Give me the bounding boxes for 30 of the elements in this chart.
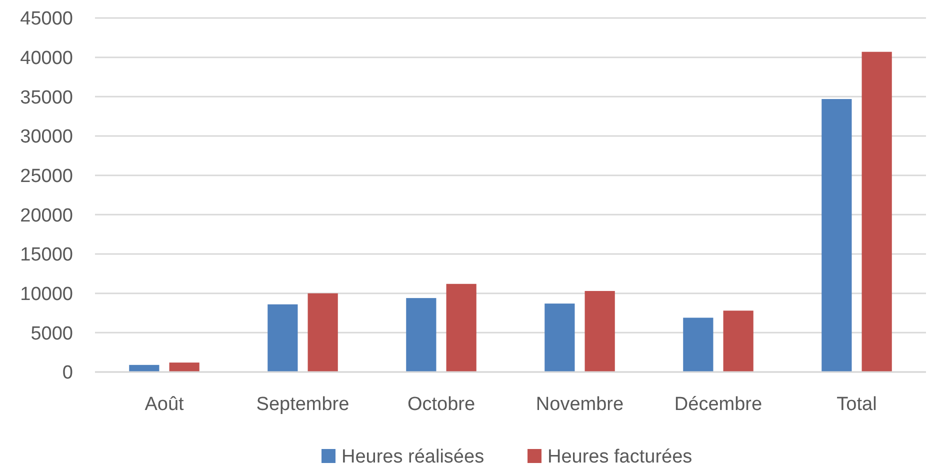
y-tick-label: 5000 [30,323,73,344]
x-tick-label: Décembre [674,394,762,415]
x-tick-label: Total [836,394,877,415]
y-tick-label: 35000 [20,87,73,108]
bar [822,99,852,372]
bar [446,284,476,372]
y-tick-label: 30000 [20,126,73,148]
y-tick-label: 45000 [20,8,73,30]
bar [584,290,615,372]
y-tick-label: 10000 [20,284,73,305]
bar [862,52,892,372]
bar [129,364,160,372]
bar [723,310,754,372]
y-tick-label: 20000 [20,205,73,226]
x-tick-label: Septembre [256,394,350,415]
legend-label: Heures facturées [548,446,692,468]
y-tick-label: 40000 [20,48,73,69]
bar [683,318,714,372]
y-tick-label: 15000 [20,244,73,266]
bar [308,293,338,372]
bar [544,304,575,372]
x-tick-label: Octobre [407,394,476,415]
legend-label: Heures réalisées [342,446,484,468]
bar [169,362,200,372]
x-tick-label: Novembre [536,394,624,415]
bar [406,298,436,372]
x-tick-label: Août [144,394,185,415]
bar [268,304,298,372]
y-tick-label: 0 [62,362,73,384]
y-tick-label: 25000 [20,166,73,187]
